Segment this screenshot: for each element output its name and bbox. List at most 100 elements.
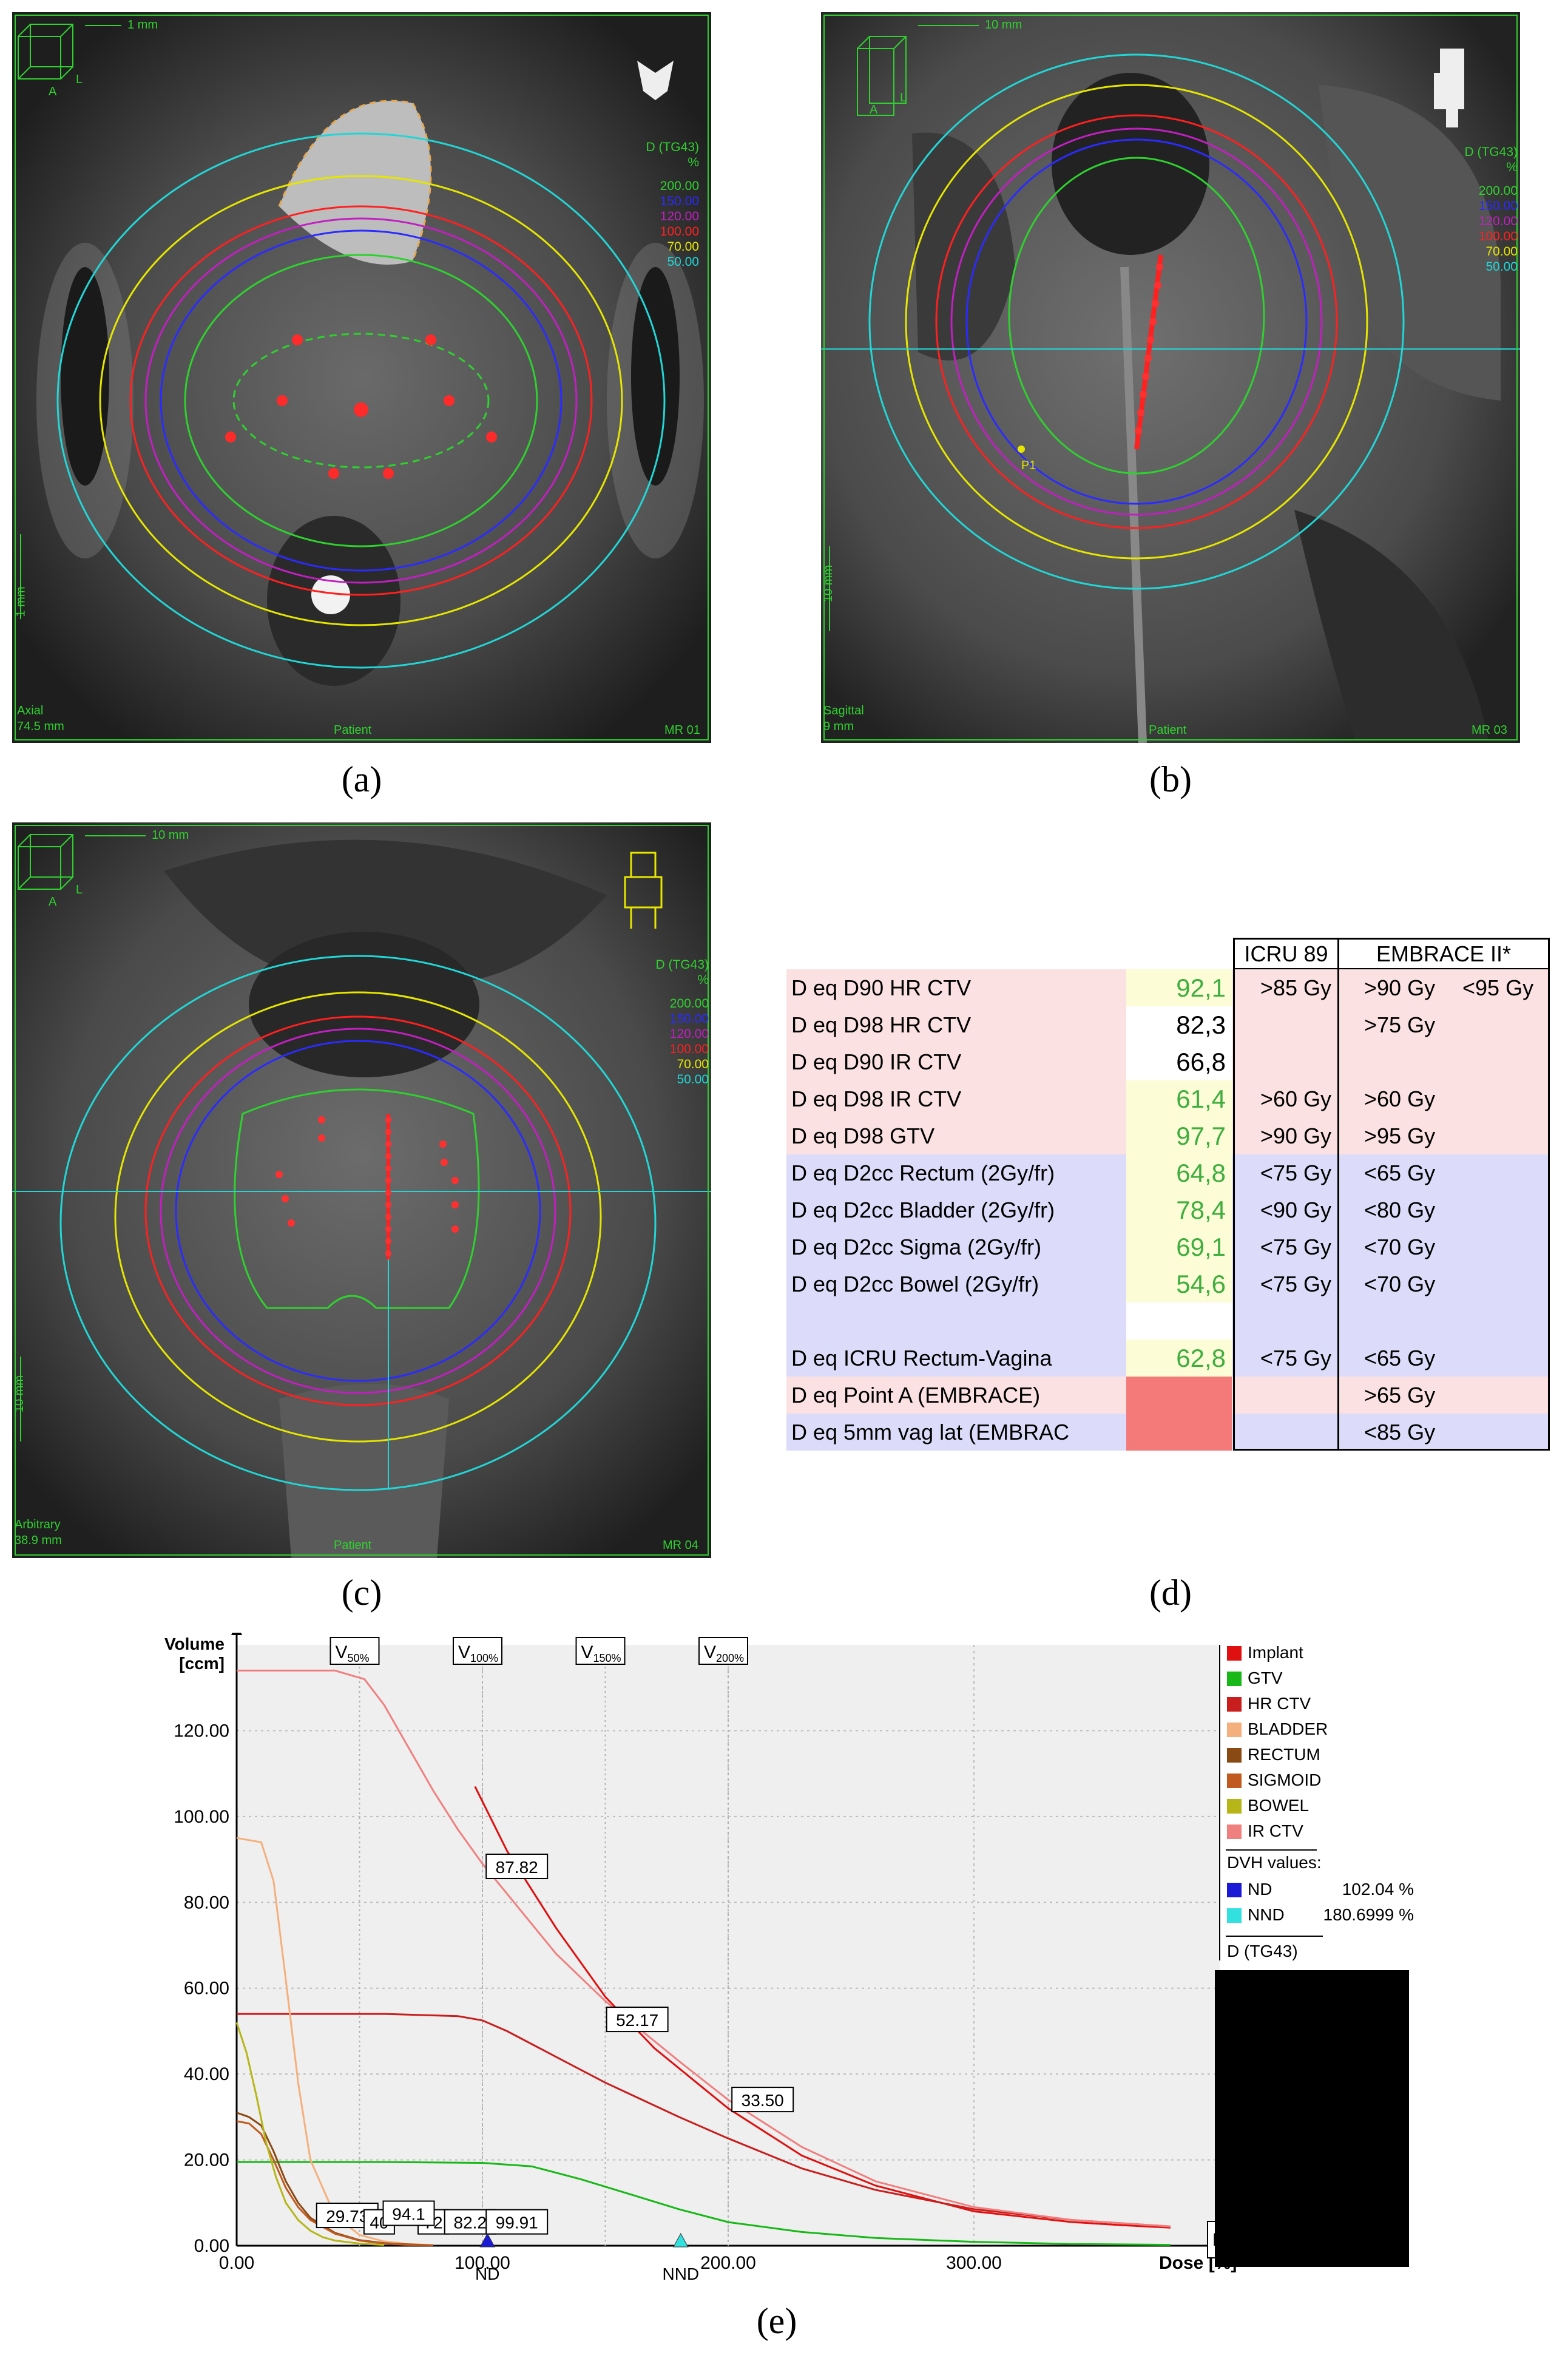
row-embrace-2 bbox=[1459, 1228, 1550, 1265]
legend-entry: HR CTV bbox=[1248, 1694, 1311, 1713]
row-value: 62,8 bbox=[1126, 1340, 1232, 1377]
row-embrace-2 bbox=[1459, 1265, 1550, 1303]
legend-entry: RECTUM bbox=[1248, 1745, 1320, 1764]
row-icru bbox=[1233, 1377, 1337, 1414]
row-name: D eq D2cc Bladder (2Gy/fr) bbox=[791, 1198, 1055, 1222]
annotation-label: 82.2 bbox=[454, 2214, 487, 2232]
row-name: D eq ICRU Rectum-Vagina bbox=[791, 1346, 1052, 1370]
row-embrace-2 bbox=[1459, 1043, 1550, 1080]
x-tick-label: 0.00 bbox=[219, 2253, 254, 2273]
iso-level: 100.00 bbox=[669, 1042, 709, 1056]
annotation-label: 94.1 bbox=[392, 2205, 425, 2224]
row-icru: <75 Gy bbox=[1260, 1346, 1331, 1370]
dose-legend-title: D (TG43) bbox=[1227, 1942, 1298, 1960]
legend-swatch bbox=[1227, 1723, 1242, 1737]
row-embrace-1: <65 Gy bbox=[1364, 1346, 1436, 1370]
row-embrace-2 bbox=[1459, 1191, 1550, 1228]
mri-view-sagittal[interactable]: 10 mm 10 mm A L P1 Sagittal 9 mm Patient… bbox=[821, 12, 1520, 743]
row-name: D eq Point A (EMBRACE) bbox=[791, 1383, 1041, 1408]
marker-triangle-icon bbox=[479, 2232, 496, 2248]
row-icru: >90 Gy bbox=[1260, 1123, 1331, 1148]
row-embrace-1: <80 Gy bbox=[1364, 1198, 1436, 1222]
legend-entry: SIGMOID bbox=[1248, 1770, 1321, 1789]
dvh-curve-implant bbox=[474, 1786, 1171, 2229]
orient-a-label: A bbox=[49, 895, 57, 909]
caption-e: (e) bbox=[756, 2301, 797, 2341]
legend-swatch bbox=[1227, 1774, 1242, 1788]
top-scale-label: 10 mm bbox=[152, 828, 189, 842]
row-value bbox=[1126, 1377, 1232, 1414]
legend-entry: GTV bbox=[1248, 1669, 1283, 1687]
patient-orientation-icon bbox=[637, 61, 674, 100]
iso-level: 150.00 bbox=[669, 1012, 709, 1026]
row-icru: <75 Gy bbox=[1260, 1160, 1331, 1185]
row-icru: <75 Gy bbox=[1260, 1235, 1331, 1259]
legend-entry: BLADDER bbox=[1248, 1719, 1328, 1738]
series-label: MR 04 bbox=[663, 1539, 698, 1552]
iso-level: 100.00 bbox=[1478, 229, 1518, 243]
legend-entry: IR CTV bbox=[1248, 1821, 1303, 1840]
iso-level: 200.00 bbox=[669, 997, 709, 1011]
annotation-label: 33.50 bbox=[742, 2091, 784, 2110]
mri-view-arbitrary[interactable]: 10 mm 10 mm A L Arbitrary 38.9 mm Patien… bbox=[12, 822, 711, 1558]
row-icru: <90 Gy bbox=[1260, 1198, 1331, 1222]
x-tick-label: 200.00 bbox=[700, 2253, 756, 2273]
iso-level: 100.00 bbox=[660, 225, 699, 239]
row-embrace-2 bbox=[1459, 1377, 1550, 1414]
reference-label-box bbox=[453, 1637, 502, 1665]
annotation-label: 87.82 bbox=[496, 1858, 538, 1877]
side-scale-label: 1 mm bbox=[14, 586, 28, 617]
iso-level: 70.00 bbox=[677, 1057, 709, 1071]
table-row: D eq D2cc Bladder (2Gy/fr) 78,4 <90 Gy <80 … bbox=[786, 1191, 1550, 1228]
y-tick-label: 0.00 bbox=[194, 2236, 229, 2256]
orient-l-label: L bbox=[900, 91, 907, 104]
reference-label-box bbox=[575, 1637, 626, 1665]
row-embrace-2 bbox=[1459, 1117, 1550, 1154]
row-embrace-2 bbox=[1459, 1303, 1550, 1340]
row-value: 61,4 bbox=[1126, 1080, 1232, 1117]
dvh-value: 102.04 % bbox=[1342, 1880, 1414, 1899]
legend-swatch bbox=[1227, 1824, 1242, 1839]
row-embrace-1 bbox=[1337, 1043, 1459, 1080]
dose-label: D (TG43) bbox=[646, 140, 699, 154]
view-label: Axial bbox=[17, 704, 44, 717]
dvh-value-swatch bbox=[1227, 1908, 1242, 1923]
row-value: 97,7 bbox=[1126, 1117, 1232, 1154]
iso-level: 150.00 bbox=[660, 194, 699, 208]
row-name: D eq D98 HR CTV bbox=[791, 1012, 972, 1037]
y-tick-label: 20.00 bbox=[184, 2150, 229, 2170]
orientation-cube-icon bbox=[18, 24, 73, 80]
y-axis-unit: [ccm] bbox=[179, 1654, 225, 1673]
orientation-cube-icon bbox=[18, 834, 73, 890]
row-value: 64,8 bbox=[1126, 1154, 1232, 1191]
header-icru: ICRU 89 bbox=[1235, 940, 1339, 968]
table-row: D eq D90 IR CTV 66,8 bbox=[786, 1043, 1550, 1080]
dose-unit: % bbox=[688, 155, 699, 169]
iso-level: 120.00 bbox=[660, 209, 699, 223]
x-tick-label: 100.00 bbox=[455, 2253, 510, 2273]
column-border bbox=[1548, 938, 1550, 1451]
patient-orientation-icon bbox=[624, 852, 663, 929]
x-tick-label: 300.00 bbox=[946, 2253, 1002, 2273]
orientation-cube-icon bbox=[857, 36, 907, 116]
series-label: MR 03 bbox=[1472, 723, 1507, 737]
annotation-box bbox=[485, 1853, 549, 1879]
view-label: Arbitrary bbox=[15, 1518, 61, 1531]
mri-view-axial[interactable]: 1 mm 1 mm A L Axial 74.5 mm Patient MR 0… bbox=[12, 12, 711, 743]
row-embrace-1 bbox=[1337, 1303, 1459, 1340]
table-row: D eq D98 HR CTV 82,3 >75 Gy bbox=[786, 1006, 1550, 1043]
marker-label: ND bbox=[475, 2265, 499, 2283]
legend-swatch bbox=[1227, 1672, 1242, 1686]
sagittal-image bbox=[821, 12, 1520, 743]
annotation-box bbox=[606, 2007, 669, 2033]
iso-level: 50.00 bbox=[1485, 260, 1518, 274]
legend-entry: BOWEL bbox=[1248, 1796, 1309, 1815]
iso-level: 120.00 bbox=[1478, 214, 1518, 228]
dvh-chart: 0.00 100.00 200.00 300.00 0.00 20.00 40.00 60.0… bbox=[158, 1623, 1414, 2288]
table-row bbox=[786, 1303, 1550, 1340]
row-embrace-2 bbox=[1459, 1080, 1550, 1117]
marker-triangle-icon bbox=[672, 2232, 689, 2248]
row-name: D eq D90 HR CTV bbox=[791, 975, 972, 1000]
arbitrary-image bbox=[12, 822, 711, 1558]
dvh-values-title: DVH values: bbox=[1227, 1853, 1322, 1872]
